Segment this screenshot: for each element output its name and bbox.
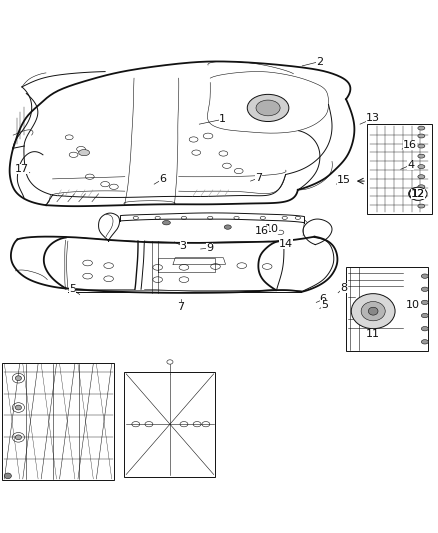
Ellipse shape: [224, 225, 231, 229]
Ellipse shape: [15, 435, 21, 440]
Ellipse shape: [409, 188, 425, 200]
Ellipse shape: [351, 294, 395, 329]
Ellipse shape: [421, 313, 428, 318]
Ellipse shape: [421, 340, 428, 344]
Text: 9: 9: [206, 243, 213, 253]
Ellipse shape: [421, 300, 428, 304]
Text: 6: 6: [320, 294, 327, 304]
Ellipse shape: [418, 195, 425, 198]
Text: 16: 16: [403, 140, 417, 150]
Ellipse shape: [15, 376, 21, 381]
Text: 1: 1: [219, 115, 226, 124]
Text: 17: 17: [15, 164, 29, 174]
Text: 6: 6: [159, 174, 166, 184]
Text: 5: 5: [69, 284, 76, 294]
Ellipse shape: [162, 221, 170, 225]
Ellipse shape: [247, 94, 289, 122]
Text: 5: 5: [321, 300, 328, 310]
Text: 15: 15: [337, 175, 351, 185]
Text: 12: 12: [412, 189, 425, 199]
Ellipse shape: [361, 302, 385, 321]
Text: 7: 7: [255, 173, 262, 183]
Ellipse shape: [418, 185, 425, 189]
Ellipse shape: [418, 126, 425, 130]
Ellipse shape: [418, 165, 425, 168]
Ellipse shape: [418, 144, 425, 148]
Text: 11: 11: [366, 329, 380, 340]
Ellipse shape: [418, 134, 425, 138]
Ellipse shape: [418, 204, 425, 208]
Ellipse shape: [421, 287, 428, 292]
Text: 8: 8: [340, 282, 347, 293]
Ellipse shape: [421, 274, 428, 278]
Text: 4: 4: [407, 160, 414, 170]
Bar: [124, 372, 215, 477]
Ellipse shape: [421, 327, 428, 331]
Text: 10: 10: [265, 224, 279, 234]
Text: 13: 13: [366, 114, 380, 124]
Ellipse shape: [79, 150, 89, 156]
Ellipse shape: [410, 187, 427, 200]
Ellipse shape: [418, 154, 425, 158]
Text: 16: 16: [255, 225, 269, 236]
Ellipse shape: [368, 307, 378, 315]
Bar: [2, 363, 114, 480]
Bar: [367, 124, 432, 214]
Text: 14: 14: [279, 239, 293, 249]
Text: 12: 12: [411, 189, 425, 199]
Text: 7: 7: [177, 302, 184, 312]
Bar: [346, 266, 428, 351]
Text: 3: 3: [180, 241, 187, 252]
Ellipse shape: [256, 100, 280, 116]
Ellipse shape: [15, 405, 21, 410]
Ellipse shape: [418, 175, 425, 179]
Text: 10: 10: [406, 300, 420, 310]
Text: 2: 2: [316, 56, 323, 67]
Ellipse shape: [4, 473, 11, 479]
